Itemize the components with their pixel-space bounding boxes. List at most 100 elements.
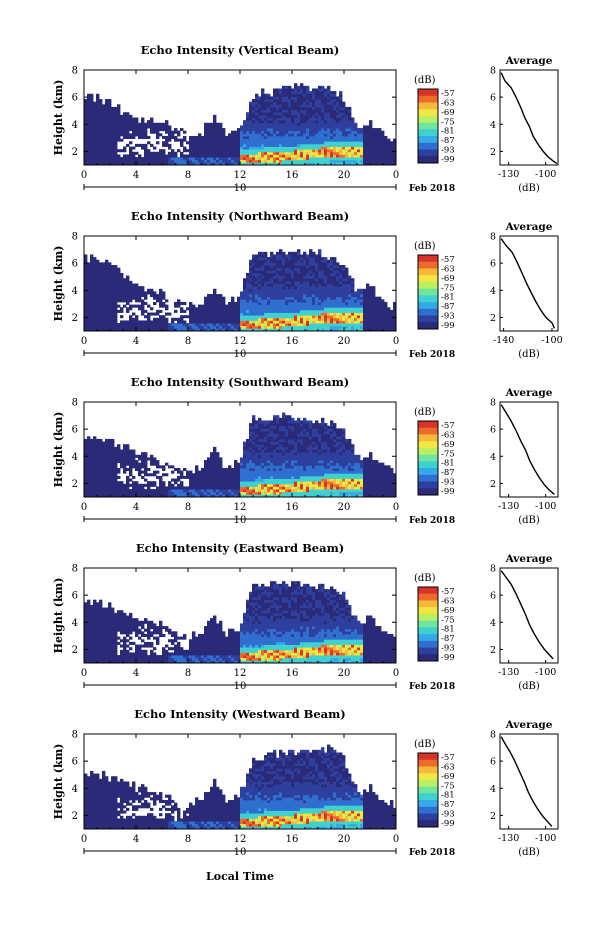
heatmap-cell <box>177 320 181 324</box>
heatmap-cell <box>339 278 343 282</box>
heatmap-cell <box>309 104 313 108</box>
heatmap-cell <box>117 481 121 485</box>
heatmap-cell <box>384 157 388 161</box>
heatmap-cell <box>345 122 349 126</box>
heatmap-cell <box>174 323 178 327</box>
heatmap-cell <box>108 138 112 142</box>
heatmap-cell <box>114 299 118 303</box>
heatmap-cell <box>270 157 274 161</box>
heatmap-cell <box>207 151 211 155</box>
heatmap-cell <box>159 320 163 324</box>
heatmap-cell <box>345 157 349 161</box>
heatmap-cell <box>363 288 367 292</box>
heatmap-cell <box>126 157 130 161</box>
heatmap-cell <box>360 299 364 303</box>
heatmap-cell <box>390 149 394 153</box>
heatmap-cell <box>102 454 106 458</box>
heatmap-cell <box>270 143 274 147</box>
heatmap-cell <box>165 491 169 495</box>
heatmap-cell <box>105 315 109 319</box>
heatmap-cell <box>333 272 337 276</box>
heatmap-cell <box>381 154 385 158</box>
heatmap-cell <box>225 486 229 490</box>
heatmap-cell <box>258 251 262 255</box>
heatmap-cell <box>216 328 220 332</box>
heatmap-cell <box>102 462 106 466</box>
heatmap-cell <box>201 323 205 327</box>
heatmap-cell <box>96 130 100 134</box>
heatmap-cell <box>261 130 265 134</box>
heatmap-cell <box>321 270 325 274</box>
heatmap-cell <box>312 157 316 161</box>
heatmap-cell <box>264 114 268 118</box>
heatmap-cell <box>309 267 313 271</box>
heatmap-cell <box>99 288 103 292</box>
average-y-tick-label: 2 <box>490 147 496 158</box>
heatmap-cell <box>351 117 355 121</box>
heatmap-cell <box>87 436 91 440</box>
heatmap-cell <box>312 294 316 298</box>
heatmap-cell <box>189 483 193 487</box>
heatmap-cell <box>114 280 118 284</box>
heatmap-cell <box>246 486 250 490</box>
heatmap-cell <box>213 457 217 461</box>
heatmap-cell <box>291 154 295 158</box>
heatmap-cell <box>132 159 136 163</box>
heatmap-cell <box>237 470 241 474</box>
heatmap-cell <box>111 154 115 158</box>
heatmap-cell <box>99 272 103 276</box>
heatmap-cell <box>267 257 271 261</box>
heatmap-cell <box>168 130 172 134</box>
heatmap-cell <box>219 317 223 321</box>
heatmap-cell <box>327 106 331 110</box>
heatmap-cell <box>267 133 271 137</box>
heatmap-cell <box>270 275 274 279</box>
heatmap-cell <box>255 125 259 129</box>
heatmap-cell <box>252 101 256 105</box>
heatmap-cell <box>270 259 274 263</box>
heatmap-cell <box>291 275 295 279</box>
heatmap-cell <box>267 270 271 274</box>
heatmap-cell <box>198 481 202 485</box>
heatmap-cell <box>249 288 253 292</box>
heatmap-cell <box>189 323 193 327</box>
heatmap-cell <box>255 323 259 327</box>
heatmap-cell <box>291 96 295 100</box>
heatmap-cell <box>255 109 259 113</box>
heatmap-cell <box>198 138 202 142</box>
heatmap-cell <box>348 138 352 142</box>
heatmap-cell <box>333 162 337 166</box>
heatmap-cell <box>315 130 319 134</box>
heatmap-cell <box>120 125 124 129</box>
heatmap-cell <box>129 157 133 161</box>
heatmap-cell <box>261 117 265 121</box>
heatmap-cell <box>261 294 265 298</box>
heatmap-cell <box>117 291 121 295</box>
heatmap-cell <box>171 323 175 327</box>
heatmap-cell <box>315 138 319 142</box>
heatmap-cell <box>123 296 127 300</box>
heatmap-cell <box>123 494 127 498</box>
heatmap-cell <box>255 112 259 116</box>
heatmap-cell <box>258 291 262 295</box>
heatmap-cell <box>264 135 268 140</box>
heatmap-cell <box>300 299 304 303</box>
heatmap-cell <box>114 301 118 306</box>
heatmap-cell <box>99 467 103 472</box>
heatmap-cell <box>204 133 208 137</box>
heatmap-cell <box>192 304 196 308</box>
heatmap-cell <box>231 478 235 482</box>
heatmap-cell <box>372 312 376 316</box>
heatmap-cell <box>123 157 127 161</box>
heatmap-cell <box>252 323 256 327</box>
heatmap-cell <box>300 91 304 95</box>
heatmap-cell <box>300 128 304 132</box>
heatmap-cell <box>168 483 172 487</box>
heatmap-cell <box>210 141 214 145</box>
heatmap-cell <box>105 323 109 327</box>
heatmap-cell <box>213 452 217 456</box>
heatmap-cell <box>216 475 220 479</box>
heatmap-cell <box>141 328 145 332</box>
heatmap-cell <box>153 125 157 129</box>
heatmap-cell <box>366 291 370 295</box>
